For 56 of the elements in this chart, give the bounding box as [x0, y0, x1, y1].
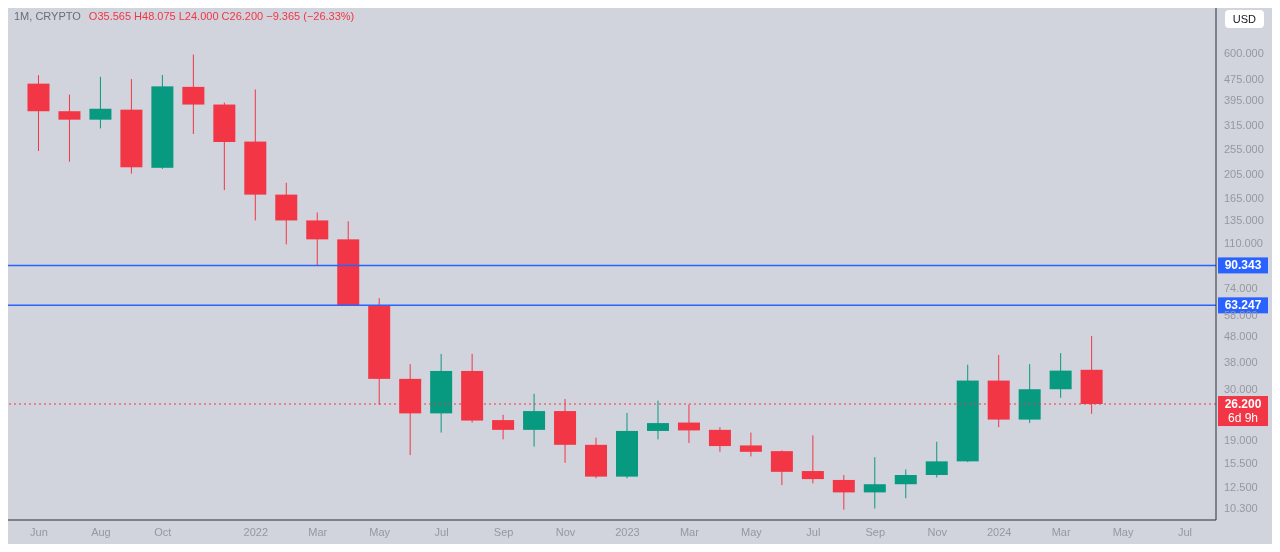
candlestick — [894, 469, 917, 499]
candlestick — [89, 76, 112, 129]
candlestick — [58, 94, 81, 163]
candlestick — [646, 400, 669, 440]
y-tick-label: 135.000 — [1224, 214, 1264, 227]
x-tick-label: Mar — [308, 525, 328, 538]
ref-line-label: 90.343 — [1224, 258, 1262, 273]
x-tick-label: 2022 — [243, 525, 269, 538]
y-tick-label: 74.000 — [1224, 281, 1258, 294]
x-tick-label: 2024 — [986, 525, 1012, 538]
x-tick-label: 2023 — [615, 525, 640, 538]
y-tick-label: 395.000 — [1224, 94, 1264, 107]
candlestick — [832, 474, 855, 511]
y-tick-label: 10.300 — [1224, 502, 1258, 515]
y-tick-label: 205.000 — [1224, 167, 1264, 180]
x-tick-label: May — [740, 525, 763, 538]
x-tick-label: Mar — [679, 525, 700, 538]
candlestick — [801, 434, 824, 484]
x-tick-label: Sep — [865, 525, 886, 538]
text: USD — [1224, 10, 1264, 28]
y-tick-label: 600.000 — [1224, 47, 1264, 60]
y-tick-label: 19.000 — [1224, 433, 1258, 446]
y-tick-label: 255.000 — [1224, 143, 1264, 156]
candlestick — [492, 414, 515, 440]
x-tick-label: Sep — [493, 525, 514, 538]
x-tick-label: Mar — [1051, 525, 1071, 538]
y-tick-label: 38.000 — [1224, 356, 1258, 369]
y-tick-label: 48.000 — [1224, 330, 1258, 343]
candlestick — [708, 426, 731, 453]
x-tick-label: Aug — [91, 525, 111, 538]
y-tick-label: 12.500 — [1224, 480, 1258, 493]
x-tick-label: Nov — [927, 525, 948, 538]
x-tick-label: Oct — [154, 525, 172, 538]
candlestick — [523, 393, 546, 448]
candlestick — [182, 54, 205, 135]
x-tick-label: May — [369, 525, 391, 538]
chart-title: 1M, CRYPTO — [14, 10, 81, 22]
y-tick-label: 475.000 — [1224, 73, 1264, 86]
x-tick-label: Jul — [434, 525, 449, 538]
text: 6d 9h — [1227, 411, 1259, 426]
chart-subtitle: O35.565 H48.075 L24.000 C26.200 −9.365 (−26.33%) — [88, 10, 355, 22]
candlestick — [925, 441, 948, 478]
x-tick-label: Nov — [555, 525, 576, 538]
candlestick — [739, 432, 762, 457]
y-tick-label: 165.000 — [1224, 191, 1264, 204]
ref-line-label: 26.200 — [1224, 397, 1262, 412]
y-tick-label: 30.000 — [1224, 382, 1258, 395]
x-tick-label: May — [1112, 525, 1134, 538]
x-tick-label: Jul — [806, 525, 821, 538]
y-tick-label: 15.500 — [1224, 456, 1258, 469]
y-tick-label: 110.000 — [1224, 237, 1263, 250]
candlestick — [770, 450, 793, 486]
y-tick-label: 315.000 — [1224, 119, 1264, 132]
candlestick — [863, 456, 886, 510]
candlestick — [1049, 352, 1072, 399]
candlestick — [306, 211, 329, 267]
